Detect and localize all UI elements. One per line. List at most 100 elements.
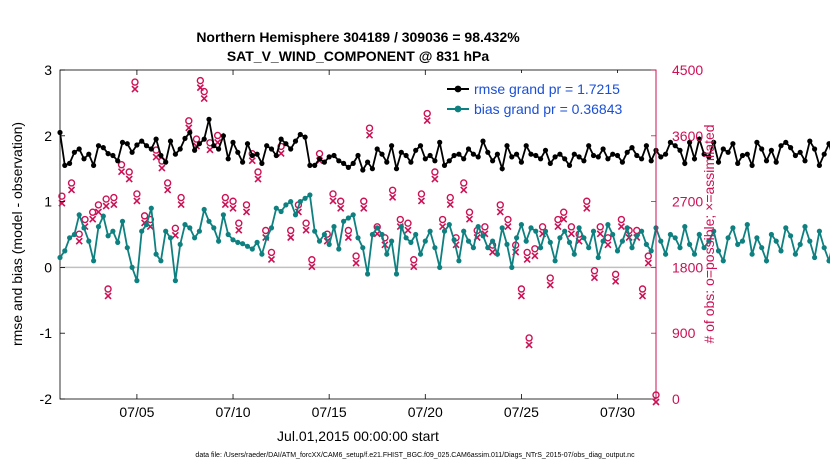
bias-point [249, 246, 255, 252]
bias-point [244, 243, 251, 249]
bias-point [802, 224, 808, 230]
bias-point [754, 235, 760, 241]
obs-assimilated-point [423, 116, 431, 125]
obs-assimilated-point [171, 231, 179, 239]
obs-x-stroke [590, 274, 599, 282]
obs-possible-point [431, 168, 439, 176]
rmse-point [706, 154, 712, 160]
rmse-point [701, 151, 707, 157]
obs-x-stroke [110, 201, 118, 209]
obs-x-stroke [644, 259, 652, 267]
rmse-point [672, 143, 678, 149]
bias-point [206, 218, 212, 224]
bias-point [672, 235, 678, 241]
bias-point [225, 231, 231, 238]
obs-assimilated-point [131, 85, 139, 93]
rmse-point [523, 143, 529, 149]
obs-possible-point [344, 226, 353, 235]
bias-point [115, 239, 121, 245]
rmse-point [326, 154, 332, 160]
rmse-point [321, 159, 327, 165]
obs-assimilated-point [496, 208, 504, 216]
rmse-point [427, 152, 433, 159]
bias-point [192, 235, 198, 241]
bias-point [76, 212, 82, 218]
bias-point [393, 271, 400, 277]
rmse-point [259, 160, 265, 166]
obs-x-stroke [423, 116, 431, 125]
bias-point [547, 239, 553, 245]
rmse-point [163, 159, 169, 165]
bias-point [648, 248, 654, 254]
obs-x-stroke [460, 186, 468, 194]
obs-assimilated-point [560, 215, 568, 223]
rmse-point [696, 136, 702, 142]
bias-series [57, 192, 830, 284]
rmse-point [797, 149, 803, 155]
rmse-point [62, 162, 68, 168]
bias-point [504, 241, 510, 247]
obs-possible-point [185, 117, 193, 125]
rmse-point [725, 149, 731, 155]
bias-point [494, 251, 500, 257]
bias-point [783, 225, 789, 231]
bias-point [595, 254, 601, 261]
obs-possible-point [287, 226, 295, 235]
obs-possible-point [504, 215, 512, 224]
bias-point [696, 231, 702, 238]
rmse-point [470, 151, 476, 157]
bias-point [365, 271, 371, 277]
obs-assimilated-point [125, 175, 133, 183]
left-tick-label: 1 [44, 194, 52, 210]
obs-x-stroke [638, 292, 647, 300]
obs-assimilated-point [102, 202, 110, 210]
obs-x-stroke [67, 186, 76, 194]
obs-possible-point [554, 215, 562, 224]
bias-point [586, 245, 592, 251]
bias-point [739, 238, 746, 244]
obs-assimilated-point [604, 241, 612, 249]
obs-x-stroke [185, 124, 193, 132]
obs-assimilated-point [652, 398, 660, 406]
bias-point [639, 228, 645, 234]
obs-x-stroke [489, 248, 497, 256]
obs-assimilated-point [352, 259, 360, 267]
rmse-point [292, 138, 299, 144]
bias-point [451, 237, 457, 243]
obs-x-stroke [158, 164, 166, 172]
bias-point [581, 235, 587, 241]
bias-point [542, 228, 549, 234]
bias-point [167, 235, 174, 241]
bias-point [518, 222, 525, 228]
bias-point [792, 251, 799, 257]
bias-point [725, 235, 731, 241]
rmse-point [624, 149, 630, 155]
bias-point [422, 238, 428, 244]
rmse-point [504, 143, 510, 149]
rmse-point [778, 143, 784, 149]
rmse-point [81, 156, 87, 162]
bias-point [148, 205, 154, 211]
obs-possible-point [196, 76, 205, 85]
bias-point [499, 225, 505, 231]
bias-point [720, 258, 726, 264]
rmse-point [754, 139, 760, 145]
rmse-point [759, 146, 765, 152]
bias-point [196, 228, 202, 234]
obs-x-stroke [612, 277, 620, 285]
rmse-point [139, 138, 145, 144]
bias-point [360, 245, 366, 251]
rmse-point [682, 160, 688, 166]
rmse-point [167, 138, 174, 144]
right-tick-label: 3600 [672, 128, 703, 144]
obs-x-stroke [102, 202, 110, 210]
bias-point [773, 238, 779, 244]
bias-point [566, 239, 573, 245]
rmse-point [475, 154, 481, 160]
obs-assimilated-point [89, 215, 97, 223]
bias-point [610, 231, 616, 238]
bias-point [619, 238, 626, 244]
rmse-point [711, 139, 717, 145]
obs-possible-point [465, 208, 474, 216]
rmse-point [240, 159, 246, 165]
